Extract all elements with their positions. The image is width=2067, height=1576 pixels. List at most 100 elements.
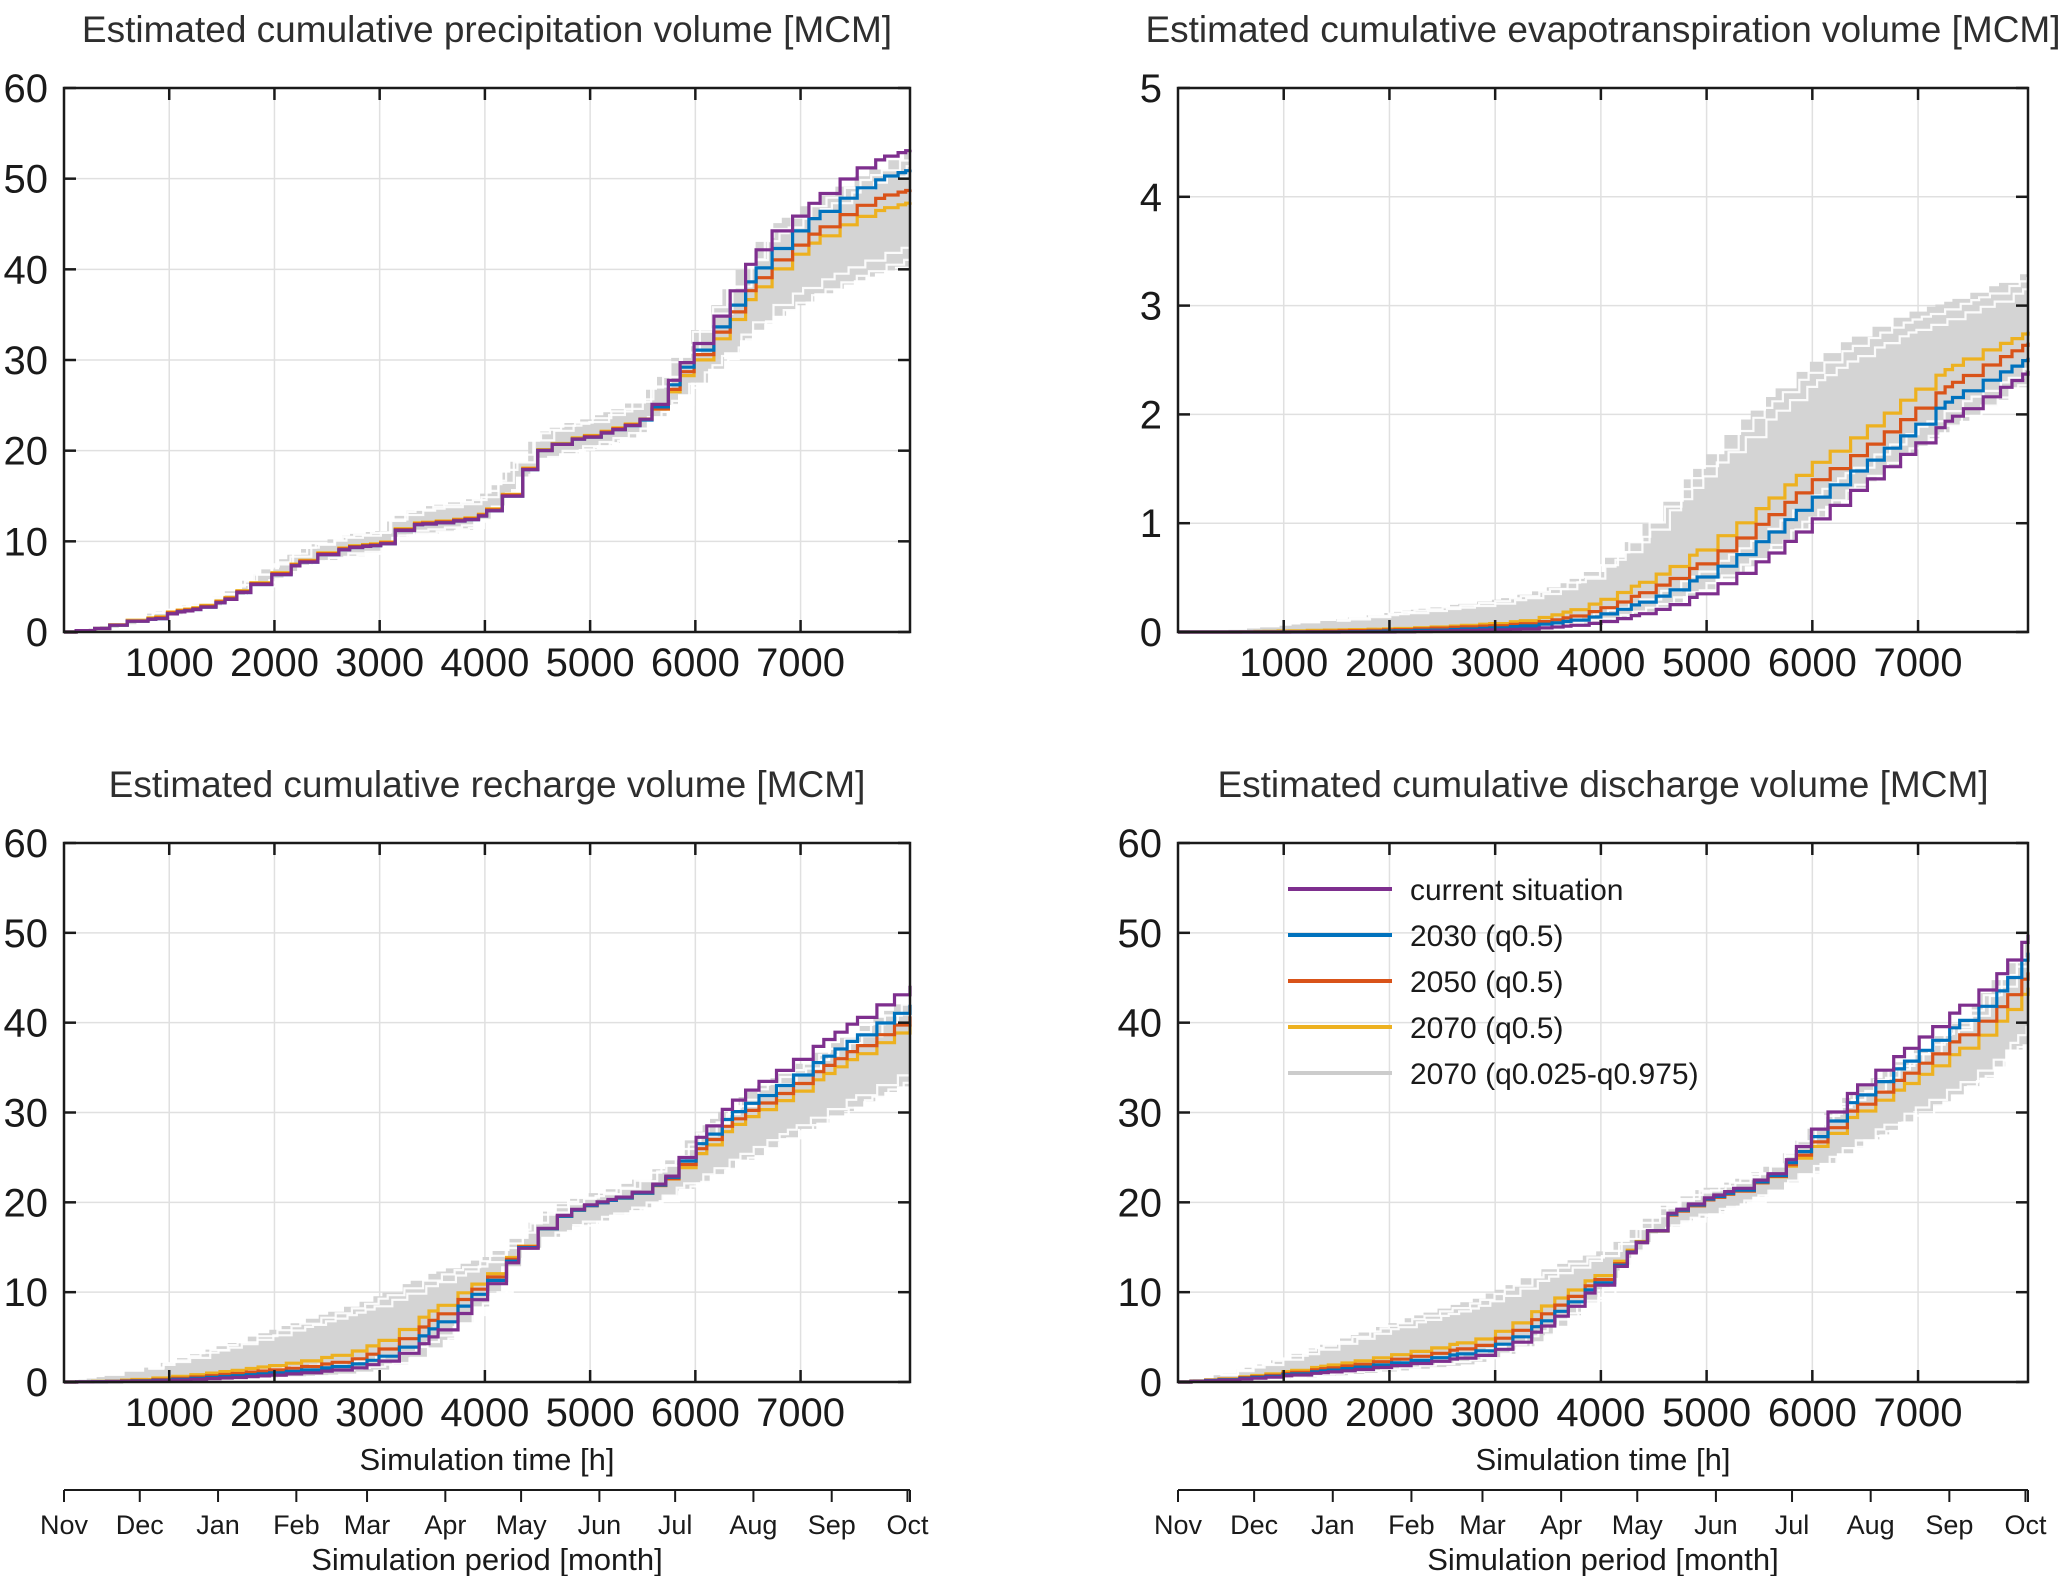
legend: current situation 2030 (q0.5) 2050 (q0.5) 2… [1288, 874, 1699, 1091]
x-axis-label: Simulation time [h] [1476, 1442, 1731, 1477]
x-tick-label: 6000 [651, 1391, 740, 1435]
panel-evapotranspiration: 1000 2000 3000 4000 5000 6000 7000 0 1 2 3 4 5 Estima… [1140, 9, 2061, 685]
x-tick-label: 3000 [1451, 641, 1540, 685]
x-tick-label: 1000 [125, 641, 214, 685]
y-tick-label: 20 [4, 430, 49, 474]
series-line-current-situation [1178, 934, 2030, 1384]
month-label: Sep [808, 1510, 856, 1540]
y-tick-label: 2 [1140, 393, 1162, 437]
band-streak [1220, 1036, 2030, 1383]
x-tick-label: 6000 [1768, 1391, 1857, 1435]
month-label: Jan [1311, 1510, 1355, 1540]
y-tick-label: 60 [1118, 822, 1163, 866]
x-tick-label: 7000 [756, 641, 845, 685]
y-tick-label: 60 [4, 822, 49, 866]
y-tick-label: 5 [1140, 67, 1162, 111]
x-tick-label: 2000 [230, 1391, 319, 1435]
y-tick-label: 30 [1118, 1092, 1163, 1136]
series-line-current-situation [64, 149, 912, 634]
x-tick-label: 6000 [651, 641, 740, 685]
month-label: Oct [886, 1510, 929, 1540]
x-tick-label: 4000 [1556, 641, 1645, 685]
axes-box [1176, 86, 2030, 634]
month-label: Nov [1154, 1510, 1203, 1540]
uncertainty-band [64, 147, 910, 633]
x-tick-label: 6000 [1768, 641, 1857, 685]
x-tick-label: 4000 [440, 641, 529, 685]
month-label: Jun [578, 1510, 622, 1540]
month-label: May [1612, 1510, 1664, 1540]
month-label: Apr [1540, 1510, 1582, 1540]
month-label: Dec [116, 1510, 164, 1540]
y-tick-label: 60 [4, 67, 49, 111]
x-tick-label: 4000 [440, 1391, 529, 1435]
month-label: Nov [40, 1510, 89, 1540]
band-streak [127, 155, 912, 621]
x-tick-label: 5000 [1662, 641, 1751, 685]
x-tick-label: 5000 [546, 1391, 635, 1435]
month-label: Jul [1775, 1510, 1810, 1540]
y-tick-label: 10 [1118, 1271, 1163, 1315]
y-tick-label: 40 [4, 248, 49, 292]
band-streak [148, 1006, 912, 1370]
x-tick-label: 3000 [335, 641, 424, 685]
x-axis-label: Simulation time [h] [360, 1442, 615, 1477]
legend-label: 2030 (q0.5) [1410, 920, 1563, 953]
x-tick-label: 5000 [546, 641, 635, 685]
band-streak [1220, 954, 2030, 1377]
y-tick-label: 10 [4, 520, 49, 564]
y-tick-label: 4 [1140, 176, 1162, 220]
y-tick-label: 1 [1140, 502, 1162, 546]
month-label: Feb [273, 1510, 320, 1540]
series-line-current-situation [64, 985, 912, 1384]
y-tick-label: 10 [4, 1271, 49, 1315]
y-tick-label: 20 [1118, 1181, 1163, 1225]
month-label: Sep [1925, 1510, 1973, 1540]
y-tick-label: 0 [1140, 1361, 1162, 1405]
x-tick-label: 2000 [230, 641, 319, 685]
y-tick-label: 0 [1140, 611, 1162, 655]
uncertainty-band [1178, 270, 2028, 632]
uncertainty-band [1178, 940, 2028, 1382]
x-tick-label: 5000 [1662, 1391, 1751, 1435]
y-tick-label: 40 [4, 1002, 49, 1046]
month-label: May [496, 1510, 548, 1540]
band-streak [127, 245, 912, 627]
band-streak [1336, 277, 2030, 621]
x-tick-label: 1000 [1239, 641, 1328, 685]
band-streak [127, 258, 912, 628]
month-label: Oct [2004, 1510, 2047, 1540]
legend-label: current situation [1410, 874, 1623, 907]
x-tick-label: 3000 [1451, 1391, 1540, 1435]
panel-precipitation: 1000 2000 3000 4000 5000 6000 7000 0 10 20 30 40 50 6… [4, 9, 912, 685]
month-label: Mar [344, 1510, 391, 1540]
series-line-2050-q0-5- [1178, 972, 2030, 1384]
month-label: Apr [424, 1510, 466, 1540]
x-tick-label: 1000 [125, 1391, 214, 1435]
month-label: Jan [196, 1510, 240, 1540]
uncertainty-band [64, 993, 910, 1382]
y-tick-label: 0 [26, 1361, 48, 1405]
x-tick-label: 2000 [1345, 641, 1434, 685]
y-tick-label: 20 [4, 1181, 49, 1225]
month-label: Jun [1694, 1510, 1738, 1540]
month-axis-label: Simulation period [month] [311, 1542, 663, 1576]
y-tick-label: 3 [1140, 285, 1162, 329]
panel-discharge: 1000 2000 3000 4000 5000 6000 7000 0 10 20 30 40 50 6… [1118, 764, 2047, 1576]
x-tick-label: 7000 [1874, 641, 1963, 685]
panel-title: Estimated cumulative precipitation volum… [82, 9, 892, 50]
legend-label: 2070 (q0.025-q0.975) [1410, 1058, 1699, 1091]
series-line-2030-q0-5- [1178, 952, 2030, 1384]
x-tick-label: 7000 [1874, 1391, 1963, 1435]
series-line-2030-q0-5- [64, 1004, 912, 1384]
y-tick-label: 50 [1118, 912, 1163, 956]
series-line-2070-q0-5- [1178, 987, 2030, 1384]
legend-label: 2070 (q0.5) [1410, 1012, 1563, 1045]
x-tick-label: 4000 [1556, 1391, 1645, 1435]
y-tick-label: 50 [4, 158, 49, 202]
x-tick-label: 2000 [1345, 1391, 1434, 1435]
x-tick-label: 3000 [335, 1391, 424, 1435]
month-label: Feb [1388, 1510, 1435, 1540]
